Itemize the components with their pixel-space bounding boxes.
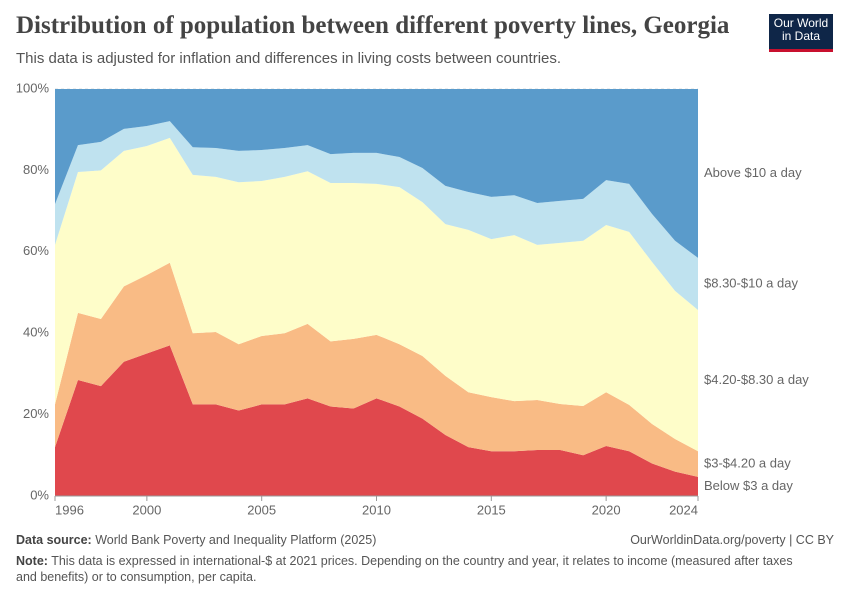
note-text: This data is expressed in international-… <box>16 554 793 584</box>
x-tick-label: 2000 <box>132 502 161 517</box>
y-tick-label: 20% <box>23 406 49 421</box>
series-label: $3-$4.20 a day <box>704 455 791 470</box>
x-tick-label: 2015 <box>477 502 506 517</box>
x-tick-label: 1996 <box>55 502 84 517</box>
x-tick-label: 2010 <box>362 502 391 517</box>
x-tick-label: 2020 <box>592 502 621 517</box>
area <box>55 262 698 477</box>
series-label: $8.30-$10 a day <box>704 275 798 290</box>
source-text: World Bank Poverty and Inequality Platfo… <box>95 533 377 547</box>
area <box>55 345 698 496</box>
logo-line: in Data <box>781 29 821 43</box>
note: Note: This data is expressed in internat… <box>16 553 816 585</box>
y-tick-label: 80% <box>23 162 49 177</box>
x-tick-label: 2005 <box>247 502 276 517</box>
series-label: Above $10 a day <box>704 165 802 180</box>
series-label: $4.20-$8.30 a day <box>704 372 809 387</box>
source-label: Data source: <box>16 533 92 547</box>
area <box>55 137 698 452</box>
source: Data source: World Bank Poverty and Ineq… <box>16 532 376 548</box>
area <box>55 121 698 311</box>
note-label: Note: <box>16 554 48 568</box>
chart-subtitle: This data is adjusted for inflation and … <box>16 50 562 67</box>
y-tick-label: 100% <box>16 80 50 95</box>
source-url[interactable]: OurWorldinData.org/poverty | CC BY <box>630 533 834 547</box>
x-tick-label: 2024 <box>669 502 698 517</box>
area <box>55 89 698 258</box>
logo[interactable]: Our World in Data <box>769 14 833 52</box>
logo-line: Our World <box>773 16 829 30</box>
series-label: Below $3 a day <box>704 478 793 493</box>
y-tick-label: 0% <box>30 487 49 502</box>
chart-title: Distribution of population between diffe… <box>16 12 730 39</box>
y-tick-label: 40% <box>23 325 49 340</box>
chart: 0% 20% 40% 60% 80% 100% Below $3 a day $3-$4.20… <box>16 80 810 517</box>
y-tick-label: 60% <box>23 243 49 258</box>
